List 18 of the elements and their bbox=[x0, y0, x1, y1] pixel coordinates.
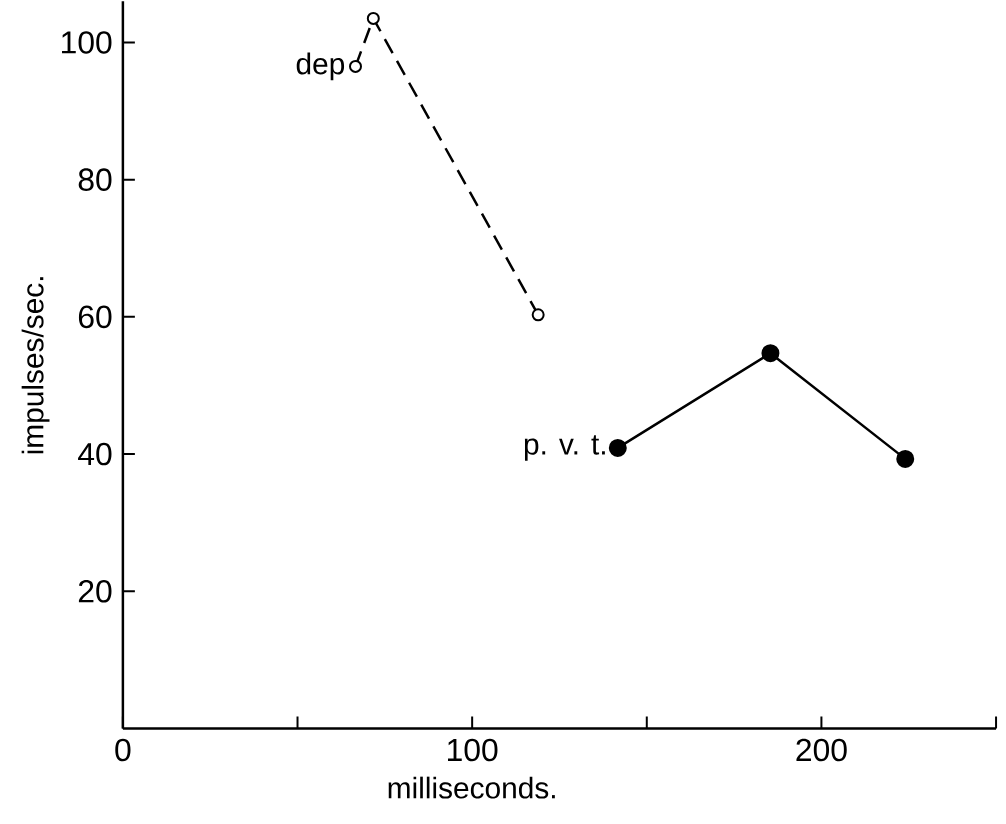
y-tick-label: 20 bbox=[78, 579, 112, 603]
x-tick-label: 100 bbox=[448, 738, 498, 762]
point bbox=[761, 344, 780, 362]
series-label: p. v. t. bbox=[524, 434, 605, 461]
series-label: dep bbox=[296, 52, 345, 81]
x-tick-label: 200 bbox=[796, 738, 847, 762]
x-axis-title: milliseconds. bbox=[388, 776, 555, 799]
x-tick-label: 0 bbox=[115, 738, 131, 762]
y-tick-label: 60 bbox=[78, 305, 112, 328]
y-tick-label: 80 bbox=[78, 168, 112, 191]
y-tick-label: 40 bbox=[78, 442, 112, 466]
y-tick-label: 100 bbox=[62, 30, 112, 54]
point bbox=[349, 59, 362, 73]
point bbox=[608, 438, 627, 457]
point bbox=[366, 11, 380, 25]
point bbox=[531, 308, 545, 322]
point bbox=[896, 449, 915, 468]
y-axis-title: impulses/sec. bbox=[21, 276, 50, 454]
